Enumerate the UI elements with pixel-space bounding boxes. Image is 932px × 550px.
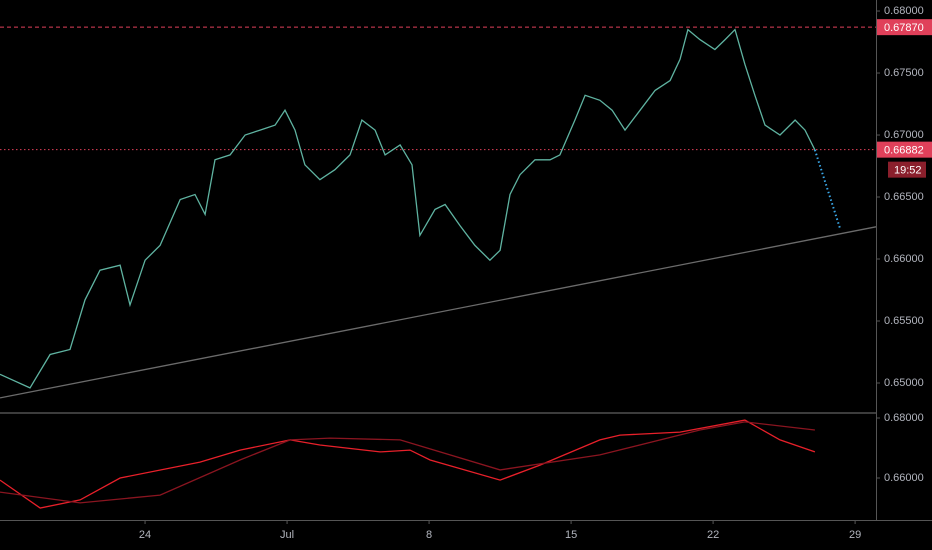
y-tick-label: 0.68000: [884, 412, 924, 424]
y-tick-label: 0.68000: [884, 5, 924, 17]
y-tick-label: 0.66500: [884, 191, 924, 203]
y-tick-label: 0.67500: [884, 67, 924, 79]
x-tick-label: Jul: [280, 529, 294, 541]
series-line: [813, 149, 841, 229]
price-tag-label: 0.67870: [884, 22, 924, 34]
y-tick-label: 0.66000: [884, 472, 924, 484]
series-line: [0, 419, 816, 509]
time-tag-label: 19:52: [894, 165, 922, 177]
x-tick-label: 24: [139, 529, 151, 541]
x-tick-label: 22: [707, 529, 719, 541]
price-tag: [877, 141, 932, 158]
time-tag: [888, 161, 926, 178]
price-tag: [877, 19, 932, 36]
series-line: [0, 421, 815, 504]
x-tick-label: 15: [565, 529, 577, 541]
y-tick-label: 0.65500: [884, 315, 924, 327]
series-line: [0, 226, 877, 399]
x-tick-label: 29: [849, 529, 861, 541]
series-line: [0, 28, 816, 389]
y-tick-label: 0.65000: [884, 377, 924, 389]
y-tick-label: 0.66000: [884, 253, 924, 265]
price-tag-label: 0.66882: [884, 145, 924, 157]
x-tick-label: 8: [426, 529, 432, 541]
y-tick-label: 0.67000: [884, 129, 924, 141]
